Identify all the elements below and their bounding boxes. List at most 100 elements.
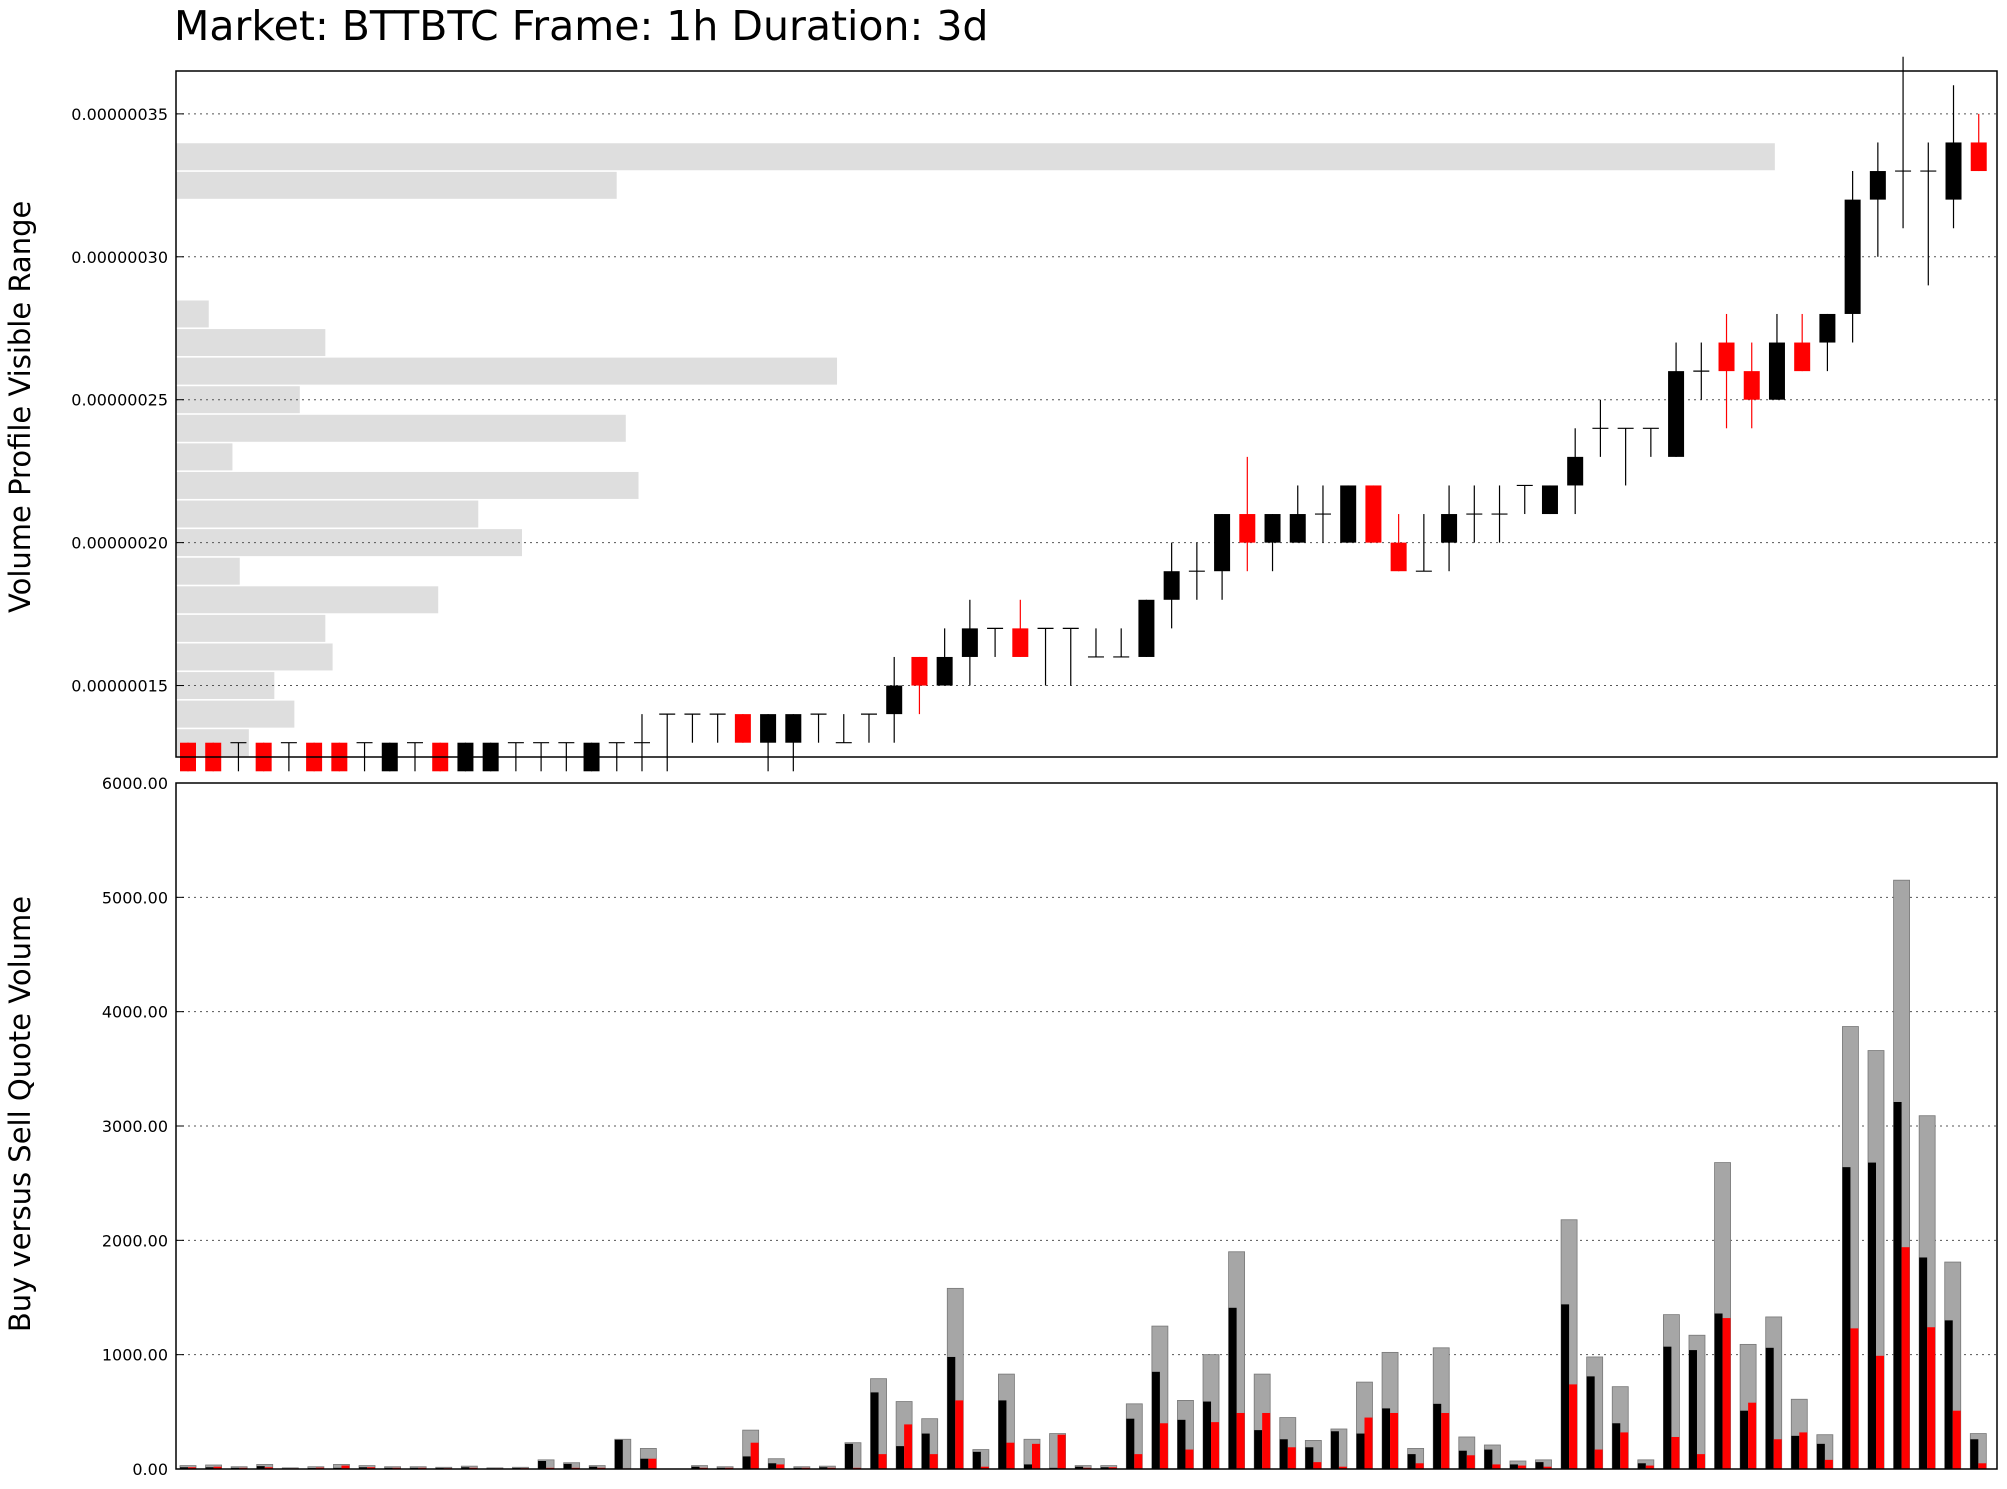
buy-volume-bar	[538, 1460, 547, 1469]
buy-volume-bar	[256, 1466, 265, 1469]
sell-volume-bar	[1441, 1412, 1450, 1469]
sell-volume-bar	[188, 1467, 196, 1469]
buy-volume-bar	[1407, 1454, 1416, 1469]
price-plot-frame	[175, 70, 1998, 758]
buy-volume-bar	[1612, 1423, 1621, 1469]
sell-volume-bar	[1262, 1412, 1271, 1469]
sell-volume-bar	[750, 1442, 759, 1469]
buy-volume-bar	[1663, 1346, 1672, 1469]
buy-volume-bar	[1688, 1350, 1697, 1469]
candle-body	[1668, 371, 1685, 457]
price-tick-label: 0.00000030	[71, 248, 168, 267]
sell-volume-bar	[1236, 1412, 1245, 1469]
volume-profile-bar	[176, 357, 838, 385]
sell-volume-bar	[1876, 1355, 1885, 1469]
sell-volume-bar	[1927, 1327, 1936, 1469]
sell-volume-bar	[264, 1467, 273, 1469]
sell-volume-bar	[1978, 1463, 1987, 1469]
volume-profile-bar	[176, 329, 326, 357]
buy-volume-bar	[1305, 1447, 1314, 1469]
buy-volume-bar	[1561, 1304, 1570, 1469]
candle-body	[734, 714, 751, 743]
candle-body	[1819, 313, 1836, 343]
buy-volume-bar	[614, 1439, 623, 1469]
buy-volume-bar	[1177, 1419, 1186, 1469]
candle-body	[1365, 485, 1382, 543]
sell-volume-bar	[1057, 1434, 1066, 1469]
candle-body	[1239, 514, 1256, 543]
volume-profile-bar	[176, 500, 479, 528]
buy-volume-bar	[1586, 1376, 1595, 1469]
volume-profile-bar	[176, 614, 326, 642]
sell-volume-bar	[1287, 1447, 1296, 1469]
candle-body	[1012, 628, 1029, 657]
buy-volume-bar	[1791, 1435, 1800, 1469]
buy-volume-bar	[691, 1466, 700, 1469]
buy-volume-bar	[1203, 1401, 1212, 1469]
candle-body	[1844, 199, 1861, 314]
sell-volume-bar	[1466, 1455, 1475, 1469]
volume-tick-label: 1000.00	[102, 1346, 168, 1365]
volume-tick-label: 5000.00	[102, 888, 168, 907]
candle-body	[1718, 342, 1735, 372]
buy-volume-bar	[1893, 1101, 1902, 1469]
sell-volume-bar	[213, 1466, 222, 1469]
buy-volume-bar	[768, 1463, 777, 1469]
sell-volume-bar	[1594, 1449, 1603, 1469]
candle-body	[886, 685, 903, 715]
buy-volume-bar	[640, 1458, 649, 1469]
sell-volume-bar	[1364, 1417, 1373, 1469]
sell-volume-bar	[1645, 1465, 1654, 1469]
candle-body	[936, 656, 953, 686]
sell-volume-bar	[1671, 1436, 1680, 1469]
sell-volume-bar	[1032, 1443, 1041, 1469]
sell-volume-bar	[1006, 1442, 1015, 1469]
sell-volume-bar	[1159, 1423, 1168, 1469]
buy-volume-bar	[1944, 1320, 1953, 1469]
candle-body	[1743, 371, 1760, 400]
sell-volume-bar	[1696, 1454, 1705, 1469]
candle-body	[1264, 514, 1281, 543]
buy-volume-bar	[1535, 1462, 1544, 1469]
volume-plot-frame	[175, 782, 1998, 1470]
buy-volume-bar	[896, 1446, 905, 1469]
buy-volume-bar	[1714, 1313, 1723, 1469]
buy-volume-bar	[844, 1443, 853, 1469]
buy-volume-bar	[1919, 1257, 1928, 1469]
buy-volume-bar	[1100, 1467, 1109, 1469]
volume-tick-label: 2000.00	[102, 1231, 168, 1250]
price-tick-label: 0.00000020	[71, 534, 168, 553]
sell-volume-bar	[367, 1467, 376, 1469]
volume-profile-bar	[176, 443, 233, 471]
buy-volume-bar	[1151, 1371, 1160, 1469]
buy-volume-bar	[1330, 1431, 1339, 1469]
buy-volume-bar	[870, 1392, 879, 1469]
sell-volume-bar	[1415, 1463, 1424, 1469]
price-tick-label: 0.00000035	[71, 105, 168, 124]
buy-volume-bar	[1868, 1162, 1877, 1469]
candle-body	[961, 628, 978, 657]
chart-title: Market: BTTBTC Frame: 1h Duration: 3d	[174, 2, 989, 50]
sell-volume-bar	[1492, 1464, 1501, 1469]
sell-volume-bar	[929, 1454, 938, 1469]
candle-body	[911, 656, 928, 686]
candle-body	[1289, 514, 1306, 543]
buy-volume-bar	[998, 1400, 1007, 1469]
volume-tick-label: 3000.00	[102, 1117, 168, 1136]
volume-tick-label: 6000.00	[102, 774, 168, 793]
buy-volume-bar	[1765, 1347, 1774, 1469]
buy-volume-bar	[1228, 1307, 1237, 1469]
sell-volume-bar	[1517, 1465, 1526, 1469]
buy-volume-bar	[563, 1463, 572, 1469]
buy-volume-bar	[205, 1467, 214, 1469]
sell-volume-bar	[1108, 1467, 1117, 1469]
buy-volume-bar	[947, 1356, 956, 1469]
buy-volume-bar	[1509, 1464, 1518, 1469]
volume-profile-bar	[176, 586, 439, 614]
sell-volume-bar	[1824, 1459, 1833, 1469]
volume-profile-bar	[176, 414, 626, 442]
volume-profile-bar	[176, 643, 333, 671]
candle-body	[760, 714, 777, 743]
buy-volume-bar	[972, 1451, 981, 1469]
